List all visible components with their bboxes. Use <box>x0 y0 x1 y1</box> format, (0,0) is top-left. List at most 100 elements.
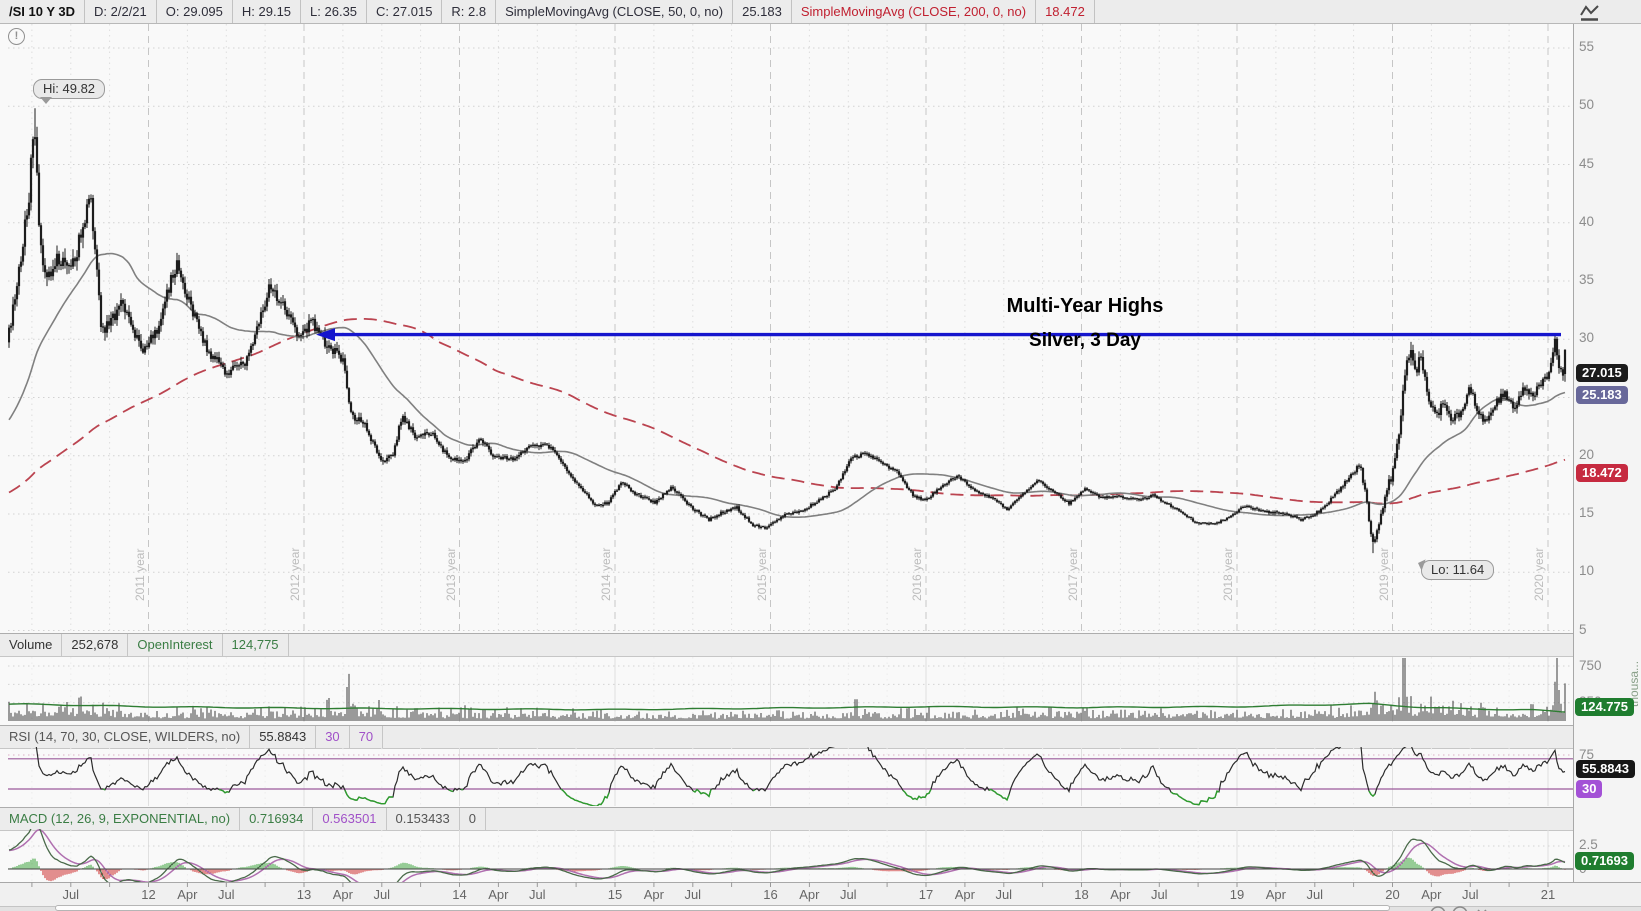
sma200-value: 18.472 <box>1036 0 1095 23</box>
time-axis[interactable] <box>0 882 1641 906</box>
price-axis-label: 30 <box>1579 330 1595 346</box>
time-axis-label: 18 <box>1074 887 1089 902</box>
macd-value-bubble: 0.71693 <box>1575 852 1634 870</box>
high-callout: Hi: 49.82 <box>33 79 106 104</box>
time-axis-label: Jul <box>1306 887 1324 902</box>
price-axis-label: 50 <box>1579 97 1595 113</box>
time-axis-label: Jul <box>373 887 391 902</box>
price-axis-label: 5 <box>1579 621 1587 637</box>
time-axis-label: 16 <box>763 887 778 902</box>
price-axis-label: 35 <box>1579 272 1595 287</box>
macd-panel[interactable] <box>0 829 1573 882</box>
price-axis[interactable] <box>1573 23 1641 882</box>
year-label: 2017 year <box>1065 547 1080 601</box>
time-axis-label: 17 <box>918 887 934 902</box>
low-value: L: 26.35 <box>301 0 368 23</box>
time-axis-label: 14 <box>452 887 467 902</box>
open-value: O: 29.095 <box>157 0 233 23</box>
volume-label[interactable]: Volume <box>0 634 63 656</box>
rsi-study-label[interactable]: RSI (14, 70, 30, CLOSE, WILDERS, no) <box>0 726 251 748</box>
open-interest-label[interactable]: OpenInterest <box>128 634 223 656</box>
annotation-text[interactable]: Multi-Year Highs Silver, 3 Day <box>930 295 1240 352</box>
chart-style-icon[interactable] <box>1578 2 1602 22</box>
macd-hist-value: 0.153433 <box>387 808 460 830</box>
volume-header-bar: Volume 252,678 OpenInterest 124,775 <box>0 633 1573 657</box>
chart-header-bar: /SI 10 Y 3D D: 2/2/21 O: 29.095 H: 29.15… <box>0 0 1641 24</box>
year-label: 2013 year <box>443 547 458 601</box>
year-label: 2015 year <box>754 547 769 601</box>
year-label: 2019 year <box>1376 547 1391 601</box>
sma50-study-label[interactable]: SimpleMovingAvg (CLOSE, 50, 0, no) <box>496 0 734 23</box>
macd-signal-value: 0.563501 <box>313 808 387 830</box>
time-axis-label: Apr <box>643 887 664 902</box>
time-axis-label: Jul <box>684 887 702 902</box>
close-value: C: 27.015 <box>367 0 443 23</box>
time-axis-label: Jul <box>62 887 80 902</box>
price-axis-label: 10 <box>1579 563 1595 579</box>
time-axis-label: Apr <box>332 887 353 902</box>
time-axis-label: Jul <box>1150 887 1168 902</box>
time-axis-label: Jul <box>995 887 1013 902</box>
sma200-price-bubble: 18.472 <box>1576 464 1628 482</box>
time-axis-label: 21 <box>1540 887 1556 902</box>
price-axis-label: 20 <box>1579 446 1595 462</box>
rsi-value: 55.8843 <box>250 726 317 748</box>
year-label: 2018 year <box>1221 547 1235 601</box>
rsi-low-param: 30 <box>316 726 350 748</box>
annotation-line1: Multi-Year Highs <box>1006 295 1164 317</box>
price-axis-label: 45 <box>1579 155 1595 171</box>
range-value: R: 2.8 <box>442 0 497 23</box>
macd-axis-label-25: 2.5 <box>1579 837 1598 852</box>
rsi-value-bubble: 55.8843 <box>1576 760 1635 778</box>
time-axis-label: Apr <box>1110 887 1131 902</box>
time-axis-label: Apr <box>488 887 509 902</box>
time-axis-label: 19 <box>1229 887 1245 902</box>
year-label: 2012 year <box>288 547 302 601</box>
price-axis-label: 40 <box>1579 213 1595 229</box>
close-price-bubble: 27.015 <box>1576 364 1628 382</box>
time-axis-label: Jul <box>528 887 546 902</box>
time-axis-label: Apr <box>177 887 198 902</box>
macd-study-label[interactable]: MACD (12, 26, 9, EXPONENTIAL, no) <box>0 808 241 830</box>
price-axis-label: 15 <box>1579 505 1595 520</box>
volume-value: 252,678 <box>62 634 129 656</box>
year-label: 2016 year <box>910 547 924 601</box>
symbol-label[interactable]: /SI 10 Y 3D <box>0 0 86 23</box>
time-axis-label: Apr <box>1265 887 1286 902</box>
time-axis-label: Jul <box>839 887 857 902</box>
open-interest-value: 124,775 <box>223 634 289 656</box>
sma200-study-label[interactable]: SimpleMovingAvg (CLOSE, 200, 0, no) <box>792 0 1037 23</box>
rsi-axis-label-75: 75 <box>1579 747 1595 762</box>
rsi-high-param: 70 <box>350 726 384 748</box>
info-icon[interactable]: ! <box>8 28 25 45</box>
sma50-price-bubble: 25.183 <box>1576 386 1628 404</box>
time-axis-label: Apr <box>954 887 975 902</box>
open-interest-bubble: 124.775 <box>1575 698 1634 716</box>
main-price-panel[interactable] <box>0 23 1573 634</box>
high-value: H: 29.15 <box>233 0 302 23</box>
macd-zero-value: 0 <box>460 808 487 830</box>
zoom-controls-icons[interactable] <box>1420 900 1520 911</box>
time-axis-label: 15 <box>607 887 623 902</box>
rsi-header-bar: RSI (14, 70, 30, CLOSE, WILDERS, no) 55.… <box>0 725 1573 749</box>
year-label: 2011 year <box>132 548 147 601</box>
year-label: 2014 year <box>599 547 613 601</box>
year-label: 2020 year <box>1532 547 1546 601</box>
time-axis-label: Apr <box>1421 887 1442 902</box>
rsi-panel[interactable] <box>0 747 1573 807</box>
time-axis-label: Jul <box>1461 887 1479 902</box>
price-axis-label: 55 <box>1579 39 1595 54</box>
time-axis-label: 12 <box>141 887 156 902</box>
volume-panel[interactable] <box>0 656 1573 725</box>
time-axis-label: Jul <box>217 887 235 902</box>
annotation-line2: Silver, 3 Day <box>1029 330 1141 351</box>
low-callout: Lo: 11.64 <box>1410 555 1495 580</box>
time-axis-label: 13 <box>296 887 312 902</box>
time-axis-label: Apr <box>799 887 820 902</box>
rsi-oversold-bubble: 30 <box>1576 780 1603 798</box>
time-axis-label: 20 <box>1385 887 1400 902</box>
volume-axis-label-750: 750 <box>1579 658 1602 673</box>
scrollbar-thumb[interactable] <box>55 905 1390 911</box>
macd-value: 0.716934 <box>240 808 314 830</box>
